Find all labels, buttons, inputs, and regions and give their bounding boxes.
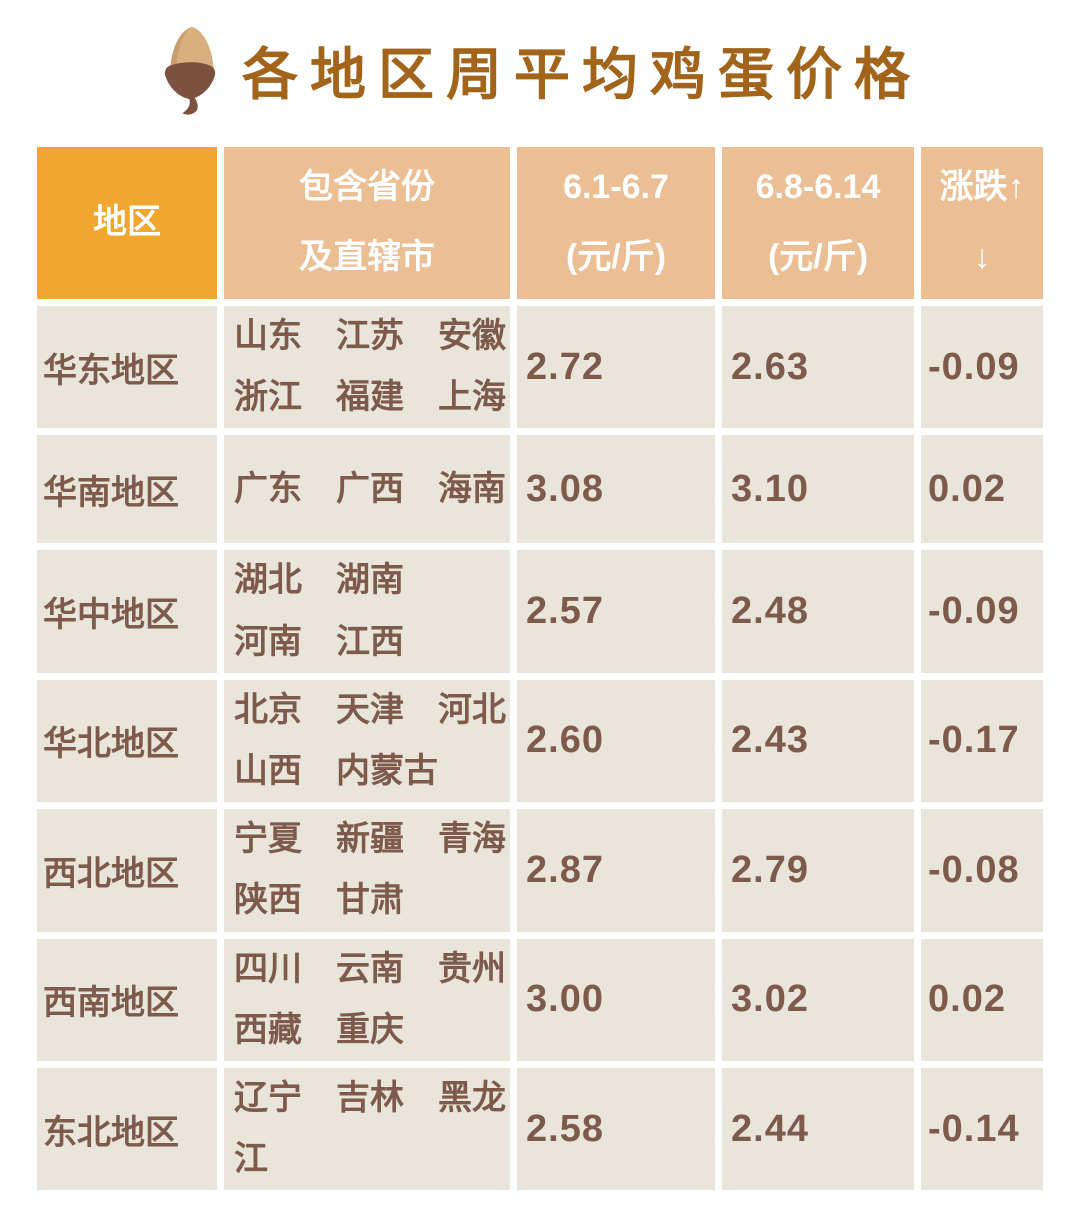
week2-price-cell: 3.02 — [722, 938, 914, 1061]
header-region: 地区 — [37, 147, 217, 299]
week1-price-cell: 3.08 — [517, 435, 715, 544]
week2-price-cell: 2.43 — [722, 679, 914, 803]
title-bar: 各地区周平均鸡蛋价格 — [0, 0, 1080, 126]
change-cell: -0.17 — [921, 679, 1043, 803]
region-cell: 华东地区 — [37, 306, 217, 429]
region-cell: 华北地区 — [37, 679, 217, 803]
provinces-cell: 辽宁 吉林 黑龙 江 — [224, 1067, 510, 1191]
change-cell: 0.02 — [921, 938, 1043, 1061]
table-row-huanan: 华南地区 广东 广西 海南 3.08 3.10 0.02 — [37, 435, 1043, 544]
week2-price-cell: 2.44 — [722, 1067, 914, 1191]
table-row-huazhong: 华中地区 湖北 湖南 河南 江西 2.57 2.48 -0.09 — [37, 550, 1043, 673]
week1-price-cell: 2.87 — [517, 809, 715, 932]
header-row: 地区 包含省份 及直辖市 6.1-6.7 (元/斤) 6.8-6.14 (元/斤… — [37, 147, 1043, 299]
week1-price-cell: 2.58 — [517, 1067, 715, 1191]
region-cell: 东北地区 — [37, 1067, 217, 1191]
header-provinces: 包含省份 及直辖市 — [224, 147, 510, 299]
week1-price-cell: 2.72 — [517, 306, 715, 429]
header-change: 涨跌↑ ↓ — [921, 147, 1043, 299]
week1-price-cell: 2.57 — [517, 550, 715, 673]
week2-price-cell: 2.48 — [722, 550, 914, 673]
change-cell: -0.14 — [921, 1067, 1043, 1191]
week2-price-cell: 2.63 — [722, 306, 914, 429]
table-row-huabei: 华北地区 北京 天津 河北 山西 内蒙古 2.60 2.43 -0.17 — [37, 679, 1043, 803]
provinces-cell: 四川 云南 贵州 西藏 重庆 — [224, 938, 510, 1061]
week1-price-cell: 2.60 — [517, 679, 715, 803]
change-cell: -0.08 — [921, 809, 1043, 932]
change-cell: 0.02 — [921, 435, 1043, 544]
page-title: 各地区周平均鸡蛋价格 — [242, 42, 922, 106]
week2-price-cell: 3.10 — [722, 435, 914, 544]
region-cell: 西南地区 — [37, 938, 217, 1061]
provinces-cell: 广东 广西 海南 — [224, 435, 510, 544]
provinces-cell: 湖北 湖南 河南 江西 — [224, 550, 510, 673]
region-cell: 华南地区 — [37, 435, 217, 544]
table-row-dongbei: 东北地区 辽宁 吉林 黑龙 江 2.58 2.44 -0.14 — [37, 1067, 1043, 1191]
provinces-cell: 山东 江苏 安徽 浙江 福建 上海 — [224, 306, 510, 429]
table-row-xinan: 西南地区 四川 云南 贵州 西藏 重庆 3.00 3.02 0.02 — [37, 938, 1043, 1061]
acorn-icon — [164, 26, 216, 115]
region-cell: 西北地区 — [37, 809, 217, 932]
table-row-xibei: 西北地区 宁夏 新疆 青海 陕西 甘肃 2.87 2.79 -0.08 — [37, 809, 1043, 932]
header-week1: 6.1-6.7 (元/斤) — [517, 147, 715, 299]
provinces-cell: 宁夏 新疆 青海 陕西 甘肃 — [224, 809, 510, 932]
change-cell: -0.09 — [921, 550, 1043, 673]
week2-price-cell: 2.79 — [722, 809, 914, 932]
egg-price-table: 地区 包含省份 及直辖市 6.1-6.7 (元/斤) 6.8-6.14 (元/斤… — [30, 140, 1050, 1197]
change-cell: -0.09 — [921, 306, 1043, 429]
week1-price-cell: 3.00 — [517, 938, 715, 1061]
header-week2: 6.8-6.14 (元/斤) — [722, 147, 914, 299]
region-cell: 华中地区 — [37, 550, 217, 673]
provinces-cell: 北京 天津 河北 山西 内蒙古 — [224, 679, 510, 803]
table-row-huadong: 华东地区 山东 江苏 安徽 浙江 福建 上海 2.72 2.63 -0.09 — [37, 306, 1043, 429]
